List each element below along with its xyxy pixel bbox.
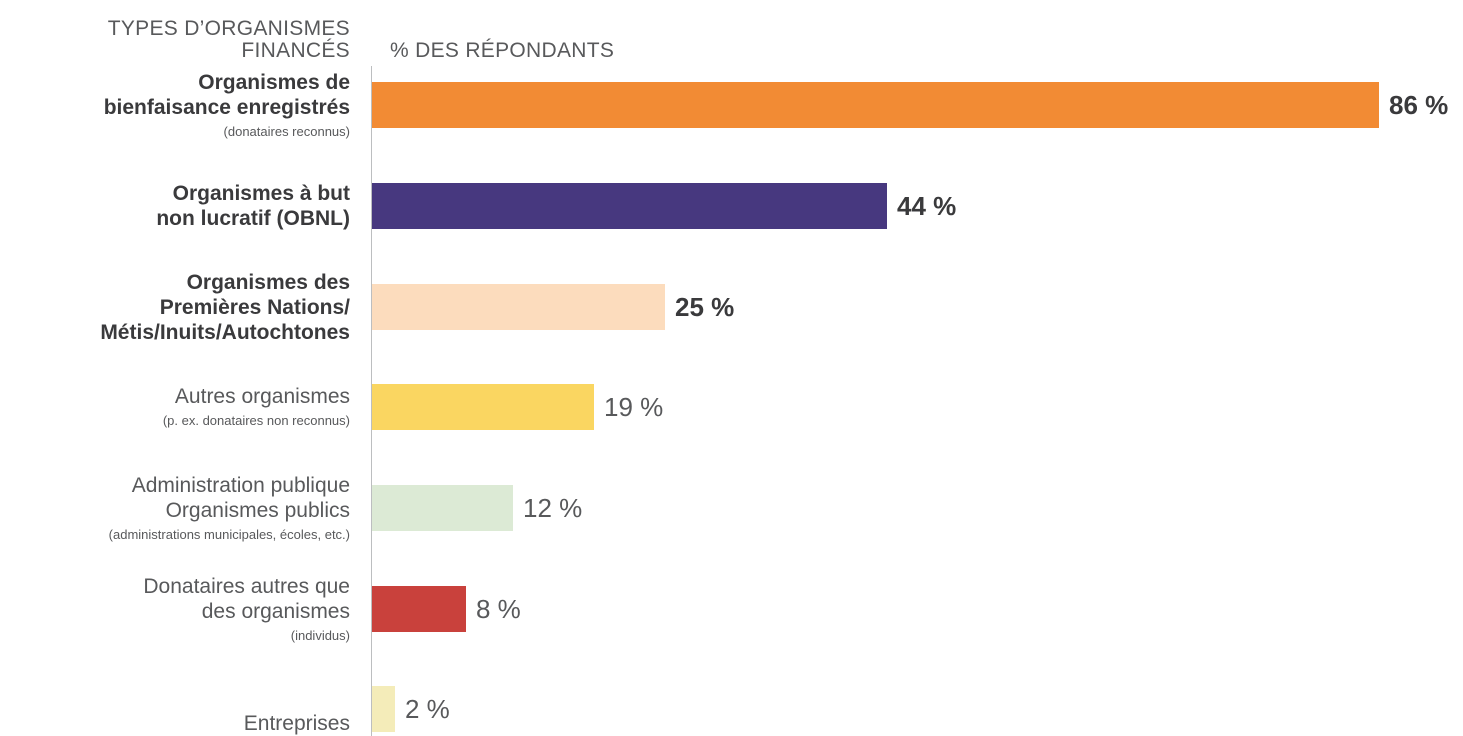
category-label: Autres organismes (p. ex. donataires non …	[163, 384, 350, 430]
bar	[372, 485, 513, 531]
data-label: 19 %	[604, 392, 664, 422]
category-sublabel: (donataires reconnus)	[223, 123, 350, 139]
data-label: 44 %	[897, 191, 957, 221]
category-label-line: Organismes à but	[172, 182, 350, 205]
bar	[372, 82, 1379, 128]
category-label-line: Entreprises	[243, 712, 350, 735]
data-label: 86 %	[1389, 90, 1449, 120]
category-label-line: Administration publique	[131, 473, 350, 497]
category-label-line: Organismes de	[198, 70, 350, 94]
data-label: 2 %	[405, 694, 450, 724]
category-label: Entreprises	[244, 711, 350, 736]
category-label-line: Premières Nations/	[159, 295, 350, 319]
bar	[372, 384, 594, 430]
category-label: Donataires autres que des organismes (indi…	[143, 574, 350, 645]
category-label-line: Organismes publics	[165, 498, 350, 522]
category-label-line: des organismes	[201, 599, 350, 623]
category-axis-title: TYPES D’ORGANISMES FINANCÉS	[108, 18, 350, 62]
data-label: 8 %	[476, 594, 521, 624]
category-label-line: Organismes des	[186, 270, 350, 294]
value-axis-title: % DES RÉPONDANTS	[390, 39, 615, 62]
bar	[372, 586, 466, 632]
category-sublabel: (individus)	[290, 627, 350, 643]
category-label-line: Autres organismes	[174, 385, 350, 408]
category-label: Organismes à but non lucratif (OBNL)	[156, 181, 350, 231]
category-sublabel: (administrations municipales, écoles, et…	[108, 526, 350, 542]
category-axis-line	[371, 66, 372, 736]
data-label: 12 %	[523, 493, 583, 523]
category-label: Administration publique Organismes public…	[109, 473, 350, 544]
data-label: 25 %	[675, 292, 735, 322]
category-label-line: bienfaisance enregistrés	[103, 95, 350, 119]
category-label-line: Donataires autres que	[143, 574, 350, 598]
category-label-line: Métis/Inuits/Autochtones	[100, 320, 350, 344]
category-sublabel: (p. ex. donataires non reconnus)	[162, 413, 350, 428]
category-label: Organismes de bienfaisance enregistrés (do…	[104, 70, 350, 141]
category-label-line: non lucratif (OBNL)	[156, 207, 350, 230]
category-axis-title-line: FINANCÉS	[241, 39, 350, 62]
category-label: Organismes des Premières Nations/Métis/In…	[100, 270, 350, 345]
bar	[372, 183, 887, 229]
bar	[372, 284, 665, 330]
category-axis-title-line: TYPES D’ORGANISMES	[107, 17, 350, 40]
bar	[372, 686, 395, 732]
